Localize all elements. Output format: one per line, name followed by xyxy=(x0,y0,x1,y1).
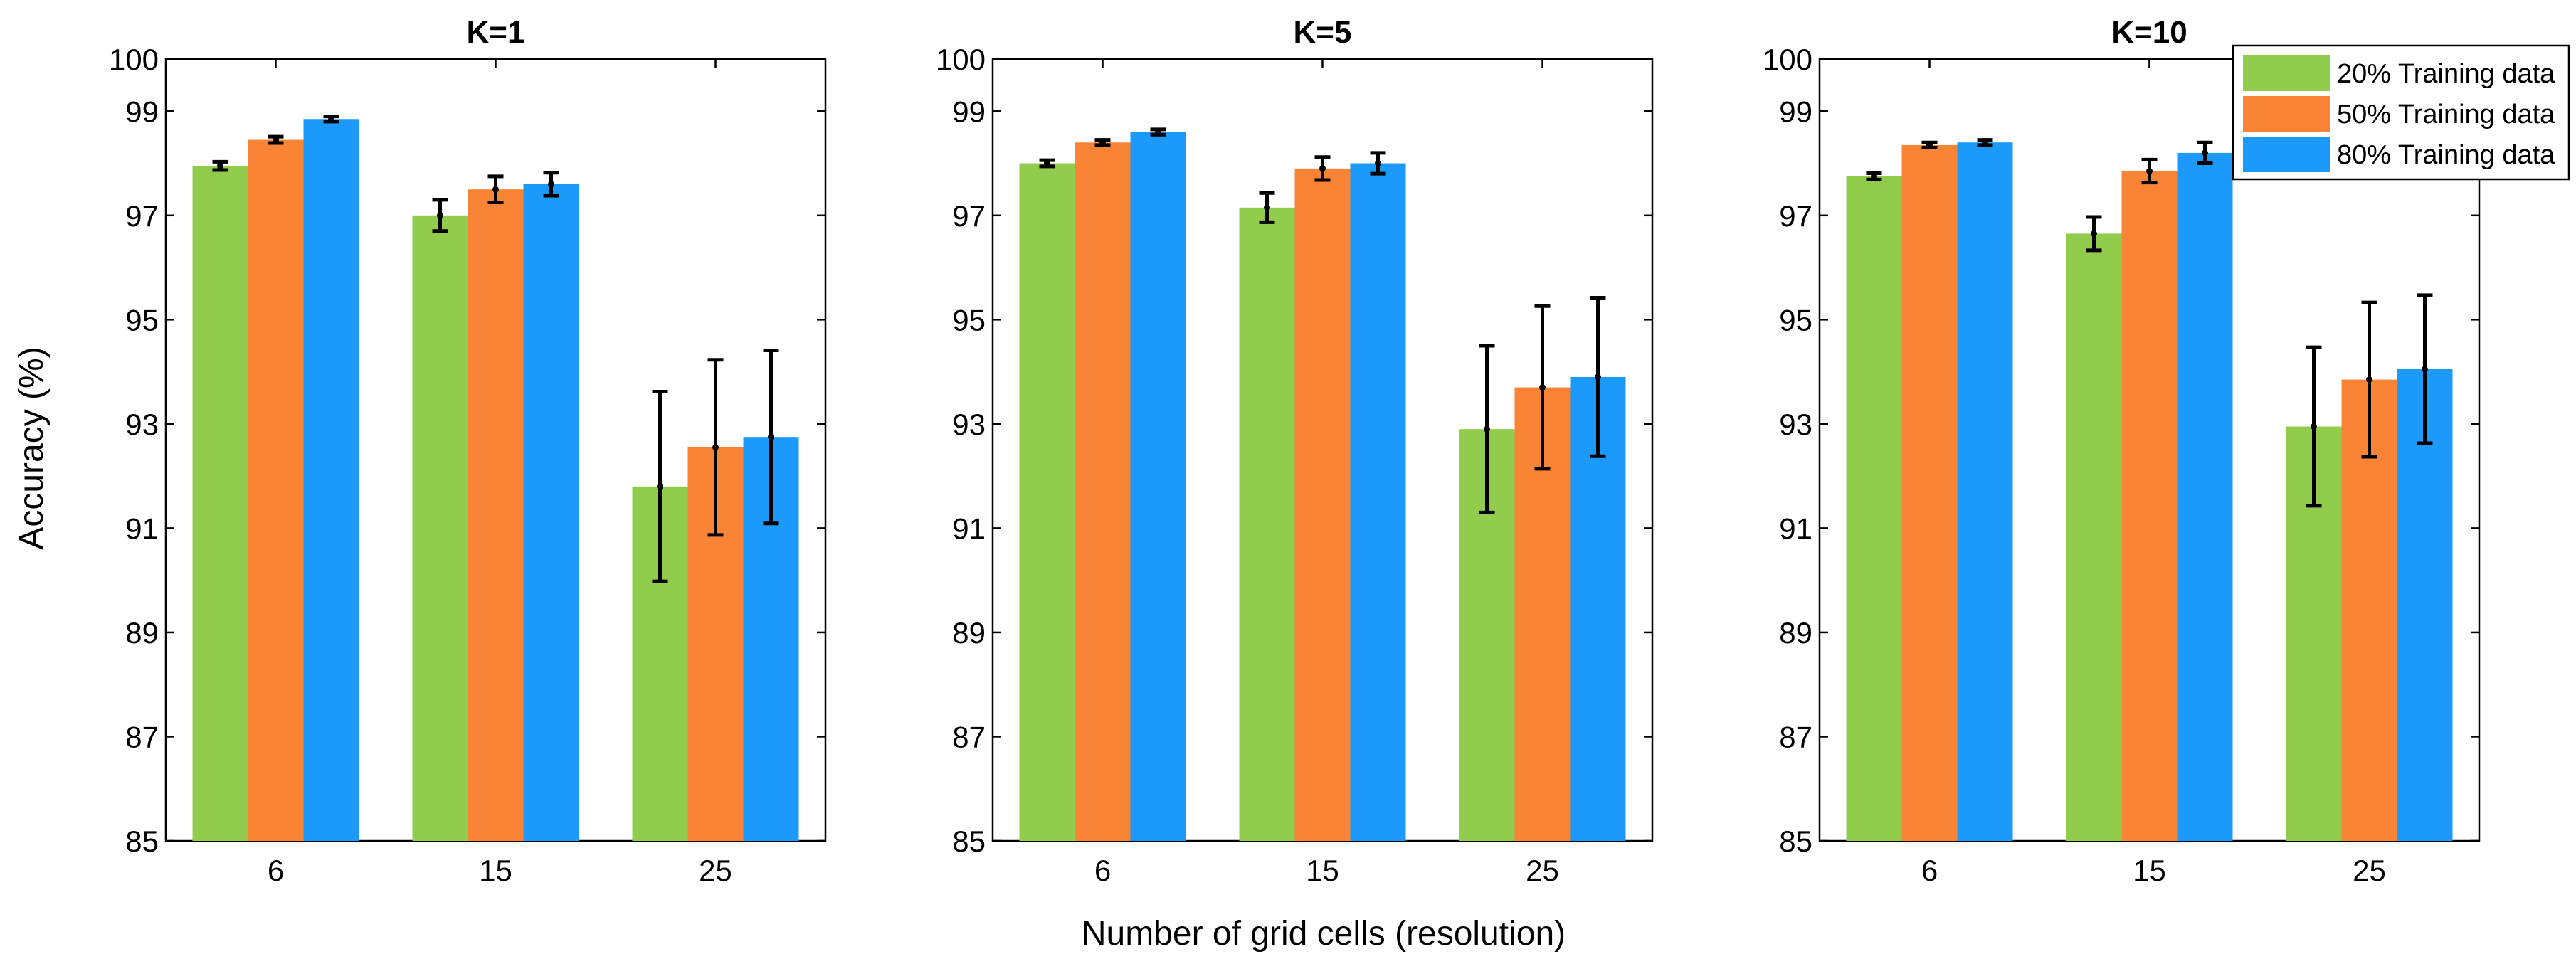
bar xyxy=(468,189,524,842)
mean-marker xyxy=(1982,139,1988,146)
mean-marker xyxy=(657,483,663,490)
mean-marker xyxy=(1155,129,1161,136)
y-tick-label: 100 xyxy=(1763,43,1812,76)
mean-marker xyxy=(712,444,719,451)
legend: 20% Training data 50% Training data 80% Tr… xyxy=(2232,44,2570,181)
bar xyxy=(523,184,579,842)
mean-marker xyxy=(1595,373,1601,381)
bar xyxy=(1957,142,2013,841)
y-tick-label: 97 xyxy=(952,199,986,233)
legend-label: 80% Training data xyxy=(2337,140,2555,170)
mean-marker xyxy=(2091,230,2097,237)
bar xyxy=(1239,207,1295,841)
mean-marker xyxy=(1319,165,1326,172)
y-tick-label: 93 xyxy=(952,408,986,441)
y-tick-label: 91 xyxy=(125,512,159,545)
legend-label: 50% Training data xyxy=(2337,100,2555,129)
y-tick-label: 100 xyxy=(936,43,986,76)
legend-label: 20% Training data xyxy=(2337,59,2555,89)
bar xyxy=(248,139,304,841)
y-tick-label: 87 xyxy=(1779,720,1812,753)
bar xyxy=(1846,176,1902,842)
bar xyxy=(192,166,248,842)
panel-3: K=10 85 87 89 91 93 95 97 99 100 6 15 25 xyxy=(1763,15,2481,887)
bar xyxy=(2397,369,2453,841)
legend-swatch xyxy=(2243,55,2330,91)
y-tick-label: 97 xyxy=(1779,199,1812,233)
y-tick-label: 85 xyxy=(1779,825,1812,858)
y-tick-label: 85 xyxy=(125,825,159,858)
x-tick-label: 6 xyxy=(1921,854,1938,887)
bar xyxy=(2066,233,2122,841)
mean-marker xyxy=(217,162,223,169)
x-tick-label: 25 xyxy=(699,854,732,887)
x-tick-label: 25 xyxy=(1526,854,1559,887)
chart-title: K=5 xyxy=(1294,15,1352,50)
bar xyxy=(1901,144,1958,841)
bar xyxy=(2121,171,2178,842)
x-tick-label: 15 xyxy=(2133,854,2166,887)
x-axis-label: Number of grid cells (resolution) xyxy=(1082,915,1566,953)
mean-marker xyxy=(2202,149,2208,157)
y-tick-label: 85 xyxy=(952,825,986,858)
y-tick-label: 95 xyxy=(1779,303,1812,337)
panel-2: K=5 85 87 89 91 93 95 97 99 100 6 15 25 xyxy=(936,15,1654,887)
y-tick-label: 87 xyxy=(952,720,986,753)
y-tick-label: 89 xyxy=(125,616,159,650)
chart-panels: K=1 85 87 89 91 93 95 97 99 100 6 15 25 K=5 85 87 89 91 93… xyxy=(109,15,2481,887)
x-tick-label: 15 xyxy=(1306,854,1339,887)
x-tick-label: 15 xyxy=(479,854,512,887)
legend-swatch xyxy=(2243,96,2330,132)
mean-marker xyxy=(1044,160,1050,167)
y-tick-label: 95 xyxy=(125,303,159,337)
x-tick-label: 6 xyxy=(1094,854,1111,887)
mean-marker xyxy=(1375,160,1381,167)
mean-marker xyxy=(2146,168,2153,175)
mean-marker xyxy=(2422,366,2428,373)
chart-title: K=10 xyxy=(2111,15,2187,50)
y-tick-label: 99 xyxy=(125,95,159,128)
mean-marker xyxy=(437,212,443,219)
mean-marker xyxy=(2366,376,2372,383)
x-tick-label: 6 xyxy=(268,854,284,887)
bar xyxy=(2177,152,2233,841)
mean-marker xyxy=(1539,384,1546,391)
y-tick-label: 93 xyxy=(1779,408,1812,441)
y-tick-label: 89 xyxy=(1779,616,1812,650)
y-tick-label: 91 xyxy=(952,512,986,545)
mean-marker xyxy=(548,181,554,188)
mean-marker xyxy=(1484,425,1490,433)
mean-marker xyxy=(1264,204,1270,211)
bar xyxy=(1130,132,1186,841)
bar xyxy=(412,215,468,841)
chart-title: K=1 xyxy=(467,15,525,50)
mean-marker xyxy=(1099,139,1106,146)
panel-1: K=1 85 87 89 91 93 95 97 99 100 6 15 25 xyxy=(109,15,827,887)
bar xyxy=(1350,163,1406,842)
bar xyxy=(303,119,359,842)
bar xyxy=(1294,168,1351,842)
bar xyxy=(1019,163,1075,842)
mean-marker xyxy=(768,433,774,440)
mean-marker xyxy=(273,137,279,144)
y-tick-label: 93 xyxy=(125,408,159,441)
y-tick-label: 87 xyxy=(125,720,159,753)
legend-swatch xyxy=(2243,137,2330,172)
mean-marker xyxy=(328,115,334,122)
y-tick-label: 99 xyxy=(1779,95,1812,128)
y-tick-label: 97 xyxy=(125,199,159,233)
y-tick-label: 99 xyxy=(952,95,986,128)
mean-marker xyxy=(2311,423,2317,430)
y-axis-label: Accuracy (%) xyxy=(13,346,51,549)
y-tick-label: 89 xyxy=(952,616,986,650)
bar xyxy=(1075,142,1131,841)
x-tick-label: 25 xyxy=(2353,854,2386,887)
y-tick-label: 100 xyxy=(109,43,159,76)
mean-marker xyxy=(1926,142,1933,149)
y-tick-label: 91 xyxy=(1779,512,1812,545)
mean-marker xyxy=(1871,173,1877,180)
mean-marker xyxy=(492,186,499,193)
y-tick-label: 95 xyxy=(952,303,986,337)
